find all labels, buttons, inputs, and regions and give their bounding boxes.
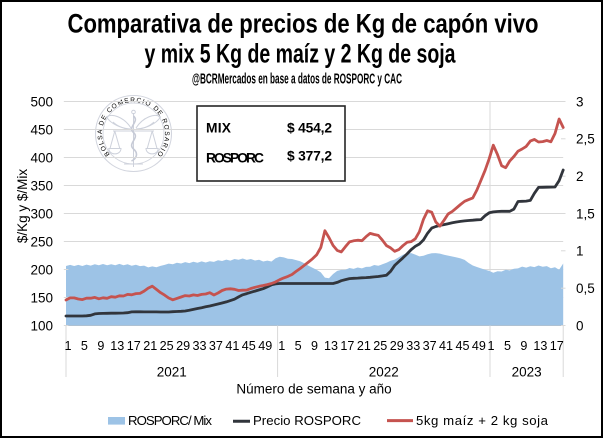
svg-text:25: 25 <box>373 339 387 353</box>
svg-text:5: 5 <box>295 339 302 353</box>
svg-text:250: 250 <box>30 234 53 249</box>
svg-text:Precio ROSPORC: Precio ROSPORC <box>253 413 361 428</box>
svg-text:Número de semana y año: Número de semana y año <box>236 382 391 397</box>
svg-text:45: 45 <box>455 339 469 353</box>
svg-text:100: 100 <box>30 318 53 333</box>
svg-text:1: 1 <box>278 339 285 353</box>
svg-text:500: 500 <box>30 94 53 109</box>
svg-text:2: 2 <box>576 169 584 184</box>
svg-text:350: 350 <box>30 178 53 193</box>
svg-text:29: 29 <box>390 339 404 353</box>
svg-text:$/Kg y $/Mix: $/Kg y $/Mix <box>15 169 30 244</box>
svg-text:41: 41 <box>439 339 453 353</box>
svg-text:13: 13 <box>533 339 547 353</box>
svg-text:5kg maíz + 2 kg soja: 5kg maíz + 2 kg soja <box>416 413 549 428</box>
svg-text:150: 150 <box>30 290 53 305</box>
svg-text:@BCRMercados en base a datos d: @BCRMercados en base a datos de ROSPORC … <box>192 72 402 88</box>
svg-text:200: 200 <box>30 262 53 277</box>
svg-text:37: 37 <box>209 339 223 353</box>
svg-text:25: 25 <box>160 339 174 353</box>
svg-text:Comparativa de precios de Kg d: Comparativa de precios de Kg de capón vi… <box>68 9 539 39</box>
svg-text:0,5: 0,5 <box>576 281 595 296</box>
svg-text:33: 33 <box>192 339 206 353</box>
svg-text:45: 45 <box>242 339 256 353</box>
svg-text:3: 3 <box>576 94 584 109</box>
svg-text:2023: 2023 <box>512 364 542 379</box>
svg-text:37: 37 <box>423 339 437 353</box>
svg-text:$ 377,2: $ 377,2 <box>287 149 332 164</box>
svg-text:9: 9 <box>311 339 318 353</box>
svg-text:5: 5 <box>504 339 511 353</box>
svg-text:49: 49 <box>472 339 486 353</box>
svg-text:17: 17 <box>550 339 564 353</box>
svg-text:29: 29 <box>176 339 190 353</box>
svg-text:300: 300 <box>30 206 53 221</box>
svg-text:ROSPORC: ROSPORC <box>206 151 264 166</box>
svg-text:450: 450 <box>30 122 53 137</box>
svg-text:41: 41 <box>225 339 239 353</box>
svg-text:1,5: 1,5 <box>576 206 595 221</box>
svg-text:2022: 2022 <box>369 364 399 379</box>
svg-text:21: 21 <box>357 339 371 353</box>
svg-text:$ 454,2: $ 454,2 <box>287 121 332 136</box>
svg-text:400: 400 <box>30 150 53 165</box>
svg-text:21: 21 <box>143 339 157 353</box>
svg-text:17: 17 <box>127 339 141 353</box>
svg-text:49: 49 <box>258 339 272 353</box>
svg-text:13: 13 <box>324 339 338 353</box>
svg-text:1: 1 <box>64 339 71 353</box>
svg-text:MIX: MIX <box>206 121 232 136</box>
svg-text:5: 5 <box>81 339 88 353</box>
svg-text:y mix 5 Kg de maíz y 2 Kg de s: y mix 5 Kg de maíz y 2 Kg de soja <box>145 39 456 69</box>
svg-text:2,5: 2,5 <box>576 132 595 147</box>
svg-text:9: 9 <box>97 339 104 353</box>
svg-text:9: 9 <box>520 339 527 353</box>
svg-text:13: 13 <box>110 339 124 353</box>
svg-text:17: 17 <box>340 339 354 353</box>
svg-text:2021: 2021 <box>157 364 187 379</box>
svg-text:1: 1 <box>487 339 494 353</box>
svg-text:1: 1 <box>576 244 584 259</box>
svg-text:ROSPORC/ Mix: ROSPORC/ Mix <box>128 413 212 428</box>
svg-text:33: 33 <box>406 339 420 353</box>
svg-text:0: 0 <box>576 318 584 333</box>
